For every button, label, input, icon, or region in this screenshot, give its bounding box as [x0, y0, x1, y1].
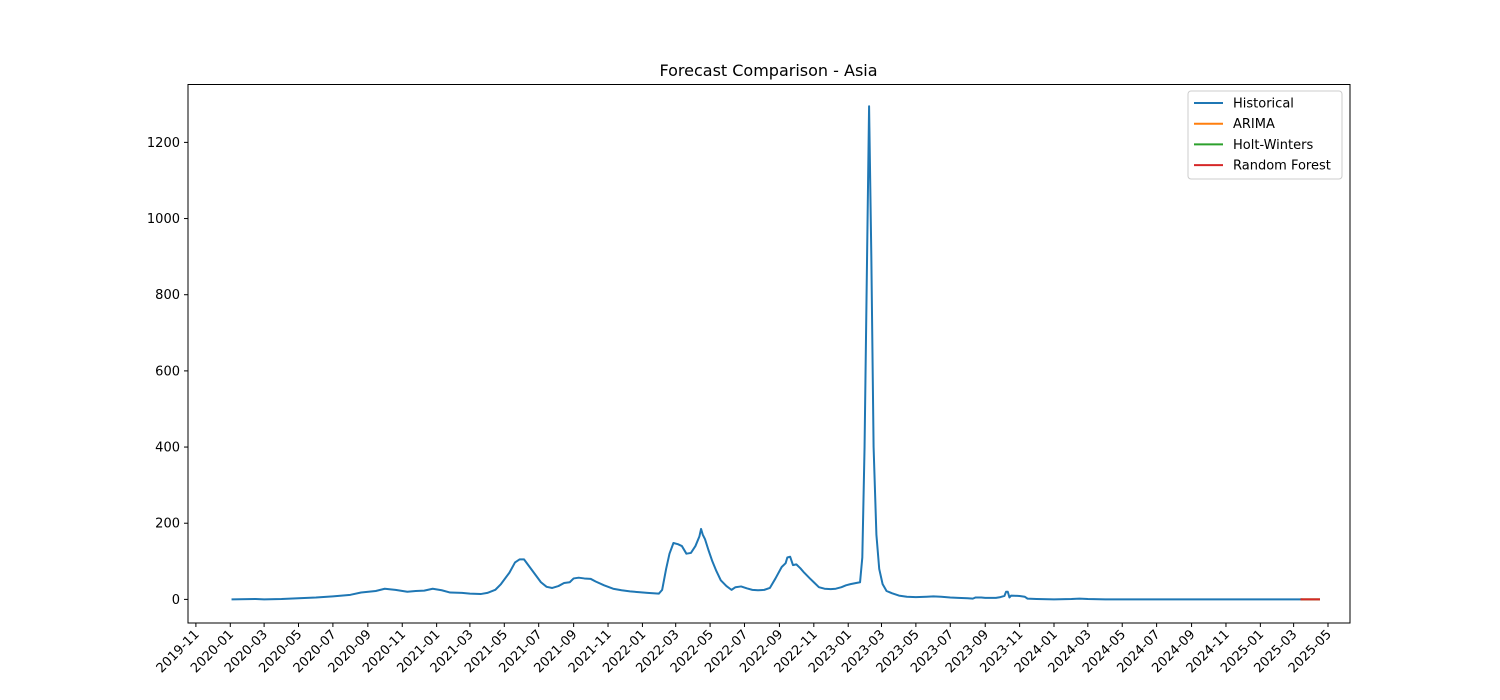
- plot-frame: [187, 84, 1351, 624]
- chart-title: Forecast Comparison - Asia: [659, 61, 877, 80]
- legend-label: ARIMA: [1233, 117, 1275, 132]
- legend: Historical ARIMA Holt-Winters Random Forest: [1187, 90, 1343, 180]
- legend-box: [1187, 90, 1343, 180]
- legend-label: Random Forest: [1233, 159, 1331, 174]
- y-tick-label: 200: [155, 517, 180, 532]
- y-tick-label: 600: [155, 364, 180, 379]
- y-tick-label: 1200: [147, 136, 180, 151]
- legend-label: Historical: [1233, 97, 1294, 112]
- legend-label: Holt-Winters: [1233, 138, 1313, 153]
- y-tick-label: 400: [155, 441, 180, 456]
- y-axis: 0 200 400 600 800 1000 1200: [147, 136, 188, 608]
- y-tick-label: 0: [172, 593, 180, 608]
- series-line-historical: [231, 105, 1303, 601]
- series-layer: [231, 105, 1320, 601]
- y-tick-label: 1000: [147, 212, 180, 227]
- y-tick-label: 800: [155, 288, 180, 303]
